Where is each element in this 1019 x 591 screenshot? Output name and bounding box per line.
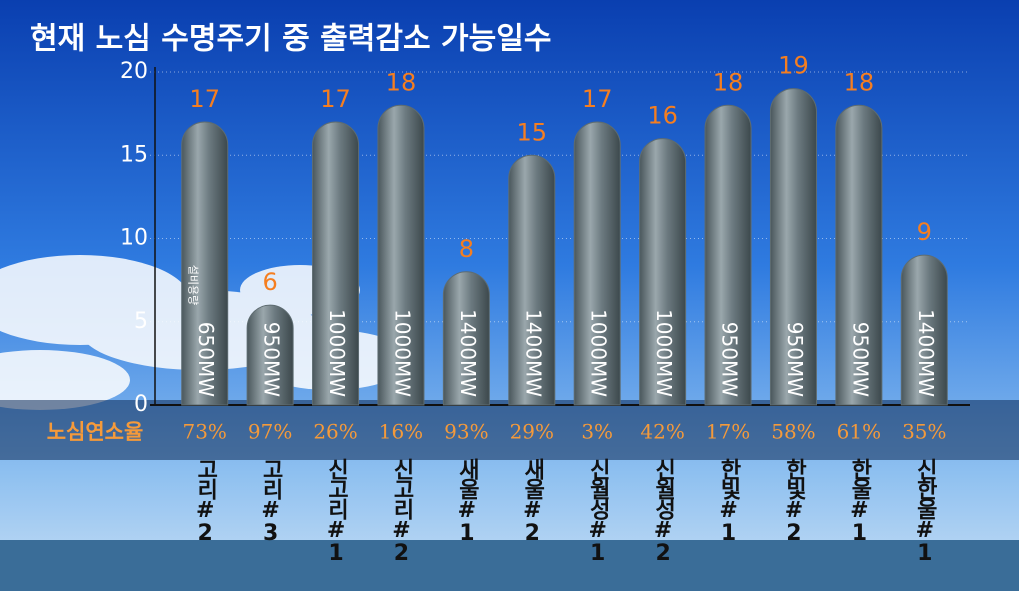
value-label: 17 bbox=[189, 85, 220, 113]
burnup-value: 58% bbox=[771, 420, 815, 444]
burnup-value: 35% bbox=[902, 420, 946, 444]
bar bbox=[312, 121, 360, 406]
bar bbox=[181, 121, 229, 406]
x-tick-label: 신한울#1 bbox=[912, 458, 938, 564]
capacity-label: 650MW bbox=[194, 322, 218, 397]
y-tick-label: 5 bbox=[134, 309, 148, 334]
capacity-label: 950MW bbox=[718, 322, 742, 397]
value-label: 18 bbox=[844, 68, 875, 96]
capacity-label: 1000MW bbox=[587, 309, 611, 397]
x-tick-label: 신월성#2 bbox=[650, 458, 676, 564]
burnup-value: 73% bbox=[182, 420, 226, 444]
x-tick-label: 신고리#1 bbox=[323, 458, 349, 564]
x-tick-label: 한빛#2 bbox=[781, 458, 807, 544]
burnup-value: 42% bbox=[640, 420, 684, 444]
capacity-label: 1000MW bbox=[652, 309, 676, 397]
value-label: 15 bbox=[517, 118, 548, 146]
y-tick-label: 20 bbox=[120, 59, 148, 84]
capacity-label: 950MW bbox=[260, 322, 284, 397]
capacity-label: 950MW bbox=[783, 322, 807, 397]
capacity-label: 1400MW bbox=[456, 309, 480, 397]
burnup-label: 노심연소율 bbox=[47, 420, 144, 444]
burnup-value: 17% bbox=[706, 420, 750, 444]
burnup-value: 29% bbox=[510, 420, 554, 444]
bar bbox=[573, 121, 621, 406]
value-label: 9 bbox=[917, 218, 932, 246]
bar bbox=[508, 154, 556, 406]
burnup-value: 26% bbox=[313, 420, 357, 444]
x-tick-label: 신고리#2 bbox=[388, 458, 414, 564]
burnup-value: 61% bbox=[837, 420, 881, 444]
value-label: 18 bbox=[713, 68, 744, 96]
burnup-value: 97% bbox=[248, 420, 292, 444]
value-label: 19 bbox=[778, 52, 809, 80]
capacity-label: 1400MW bbox=[914, 309, 938, 397]
burnup-band bbox=[0, 400, 1019, 460]
x-tick-label: 고리#2 bbox=[192, 458, 218, 544]
capacity-title: 설비용량 bbox=[187, 265, 200, 305]
capacity-label: 1000MW bbox=[390, 309, 414, 397]
value-label: 18 bbox=[386, 68, 417, 96]
chart-title: 현재 노심 수명주기 중 출력감소 가능일수 bbox=[30, 22, 551, 57]
bar bbox=[377, 104, 425, 406]
bar bbox=[442, 271, 490, 406]
value-label: 17 bbox=[582, 85, 613, 113]
burnup-value: 16% bbox=[379, 420, 423, 444]
capacity-label: 1000MW bbox=[325, 309, 349, 397]
capacity-label: 950MW bbox=[848, 322, 872, 397]
y-tick-label: 0 bbox=[134, 392, 148, 417]
x-tick-label: 한빛#1 bbox=[716, 458, 742, 544]
y-tick-label: 15 bbox=[120, 142, 148, 167]
value-label: 8 bbox=[459, 235, 474, 263]
value-label: 17 bbox=[320, 85, 351, 113]
bar bbox=[900, 254, 948, 406]
value-label: 6 bbox=[262, 268, 277, 296]
x-tick-label: 새울#2 bbox=[519, 458, 545, 544]
value-label: 16 bbox=[647, 102, 678, 130]
x-tick-label: 신월성#1 bbox=[585, 458, 611, 564]
x-tick-label: 고리#3 bbox=[258, 458, 284, 544]
bar bbox=[769, 88, 817, 406]
bar bbox=[704, 104, 752, 406]
burnup-value: 3% bbox=[581, 420, 613, 444]
burnup-value: 93% bbox=[444, 420, 488, 444]
x-tick-label: 새울#1 bbox=[454, 458, 480, 544]
bar bbox=[246, 304, 294, 406]
x-tick-label: 한울#1 bbox=[846, 458, 872, 544]
bar bbox=[639, 138, 687, 406]
y-tick-label: 10 bbox=[120, 226, 148, 251]
bar bbox=[835, 104, 883, 406]
capacity-label: 1400MW bbox=[521, 309, 545, 397]
sea bbox=[0, 540, 1019, 591]
